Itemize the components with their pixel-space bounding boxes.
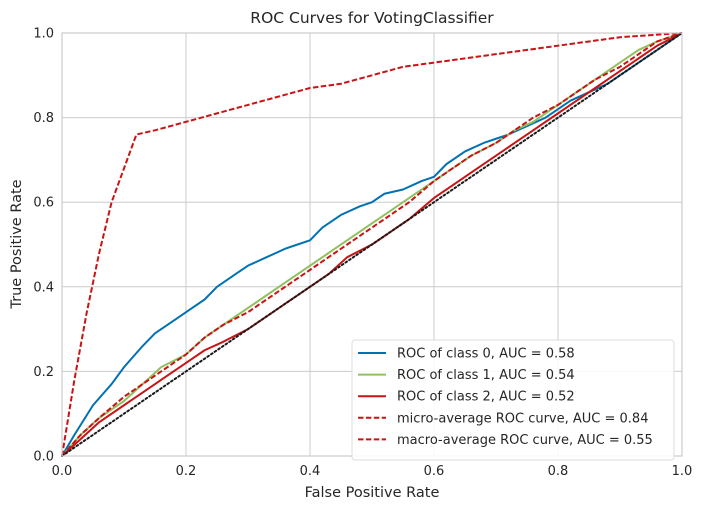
legend-entry-4: macro-average ROC curve, AUC = 0.55: [397, 433, 653, 448]
series-line-4: [61, 32, 683, 457]
chart-title: ROC Curves for VotingClassifier: [250, 9, 494, 27]
legend-entry-1: ROC of class 1, AUC = 0.54: [397, 368, 575, 383]
series-line-0: [61, 32, 683, 457]
x-tick-label: 0.6: [424, 464, 445, 479]
y-tick-label: 0.4: [33, 280, 54, 295]
x-tick-label: 0.2: [176, 464, 197, 479]
legend: ROC of class 0, AUC = 0.58 ROC of class 1…: [351, 339, 675, 461]
legend-box: [351, 339, 675, 461]
y-tick-label: 1.0: [33, 27, 54, 42]
legend-entry-0: ROC of class 0, AUC = 0.58: [397, 347, 575, 362]
legend-entry-2: ROC of class 2, AUC = 0.52: [397, 390, 575, 405]
y-axis-label: True Positive Rate: [9, 179, 25, 309]
y-tick-label: 0.6: [33, 196, 54, 211]
chance-reference-line: [61, 32, 683, 457]
y-tick-label: 0.2: [33, 365, 54, 380]
legend-entry-3: micro-average ROC curve, AUC = 0.84: [397, 411, 648, 426]
x-tick-label: 0.4: [300, 464, 321, 479]
series-line-3: [61, 32, 683, 457]
y-tick-label: 0.8: [33, 111, 54, 126]
x-tick-label: 1.0: [672, 464, 693, 479]
x-tick-label: 0.0: [52, 464, 73, 479]
y-tick-label: 0.0: [33, 450, 54, 465]
x-axis-label: False Positive Rate: [305, 485, 440, 501]
x-tick-label: 0.8: [548, 464, 569, 479]
